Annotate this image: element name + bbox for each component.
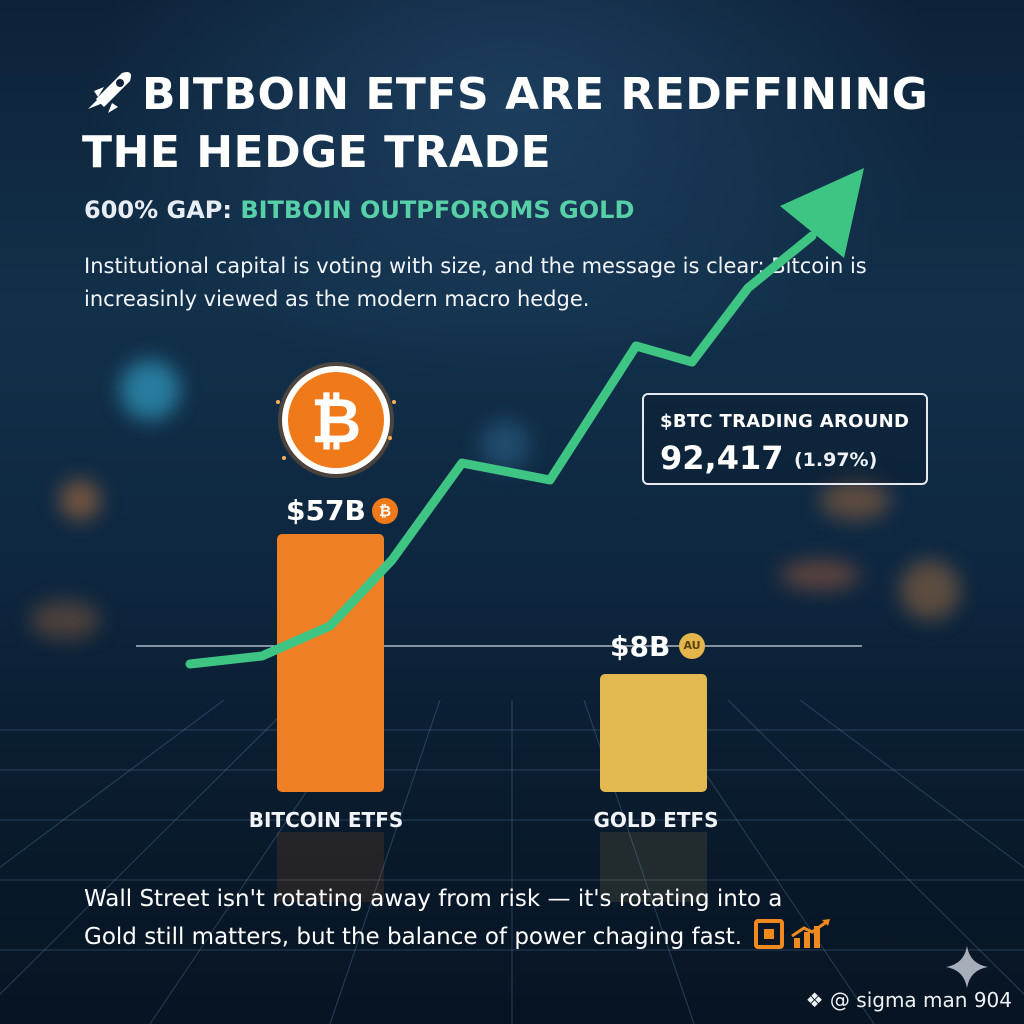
watermark-text: @ sigma man 904 <box>829 988 1012 1012</box>
grid-floor <box>0 700 1024 1024</box>
watermark: ❖ @ sigma man 904 <box>806 988 1012 1012</box>
diamond-logo-icon: ❖ <box>805 988 830 1012</box>
gold-badge-icon: AU <box>679 633 705 659</box>
trend-line <box>185 231 817 669</box>
chart-up-icon <box>754 919 831 949</box>
bar-reflection <box>277 832 384 902</box>
subtitle-prefix: 600% GAP: <box>84 196 241 224</box>
subtitle: 600% GAP: BITBOIN OUTPFOROMS GOLD <box>84 196 634 224</box>
background-light <box>900 560 960 620</box>
price-box-label: $BTC TRADING AROUND <box>660 411 910 432</box>
svg-text:₿: ₿ <box>311 384 362 457</box>
background-light <box>30 600 100 640</box>
background-light <box>60 480 100 520</box>
title-text: BITBOIN ETFS ARE REDFFINING THE HEDGE TR… <box>82 69 929 178</box>
background-light <box>820 480 890 520</box>
subtitle-accent: BITBOIN OUTPFOROMS GOLD <box>240 196 635 224</box>
bar-reflection <box>600 832 707 902</box>
category-label-bitcoin-etfs: BITCOIN ETFS <box>248 808 404 832</box>
bitcoin-badge-icon: ₿ <box>372 498 398 524</box>
page-title: BITBOIN ETFS ARE REDFFINING THE HEDGE TR… <box>82 66 962 182</box>
btc-price-value: 92,417 <box>660 439 784 477</box>
footer-line-2-text: Gold still matters, but the balance of p… <box>84 924 743 950</box>
intro-paragraph: Institutional capital is voting with siz… <box>84 254 867 311</box>
bar-value-label-bitcoin: $57B <box>286 494 366 527</box>
bar-value-label-gold: $8B <box>610 630 671 663</box>
category-label-gold-etfs: GOLD ETFS <box>593 808 719 832</box>
footer-line-1: Wall Street isn't rotating away from ris… <box>84 886 783 912</box>
footer-line-2: Gold still matters, but the balance of p… <box>84 918 944 956</box>
background-light <box>780 560 860 590</box>
trend-arrow-head <box>780 168 864 258</box>
bar-gold-etfs <box>600 674 707 792</box>
btc-price-box: $BTC TRADING AROUND 92,417 (1.97%) <box>642 393 928 485</box>
bitcoin-coin-icon: ₿ <box>276 362 396 478</box>
footer-text: Wall Street isn't rotating away from ris… <box>84 880 944 956</box>
btc-price-change: (1.97%) <box>794 449 878 471</box>
sparkle-icon <box>946 946 988 988</box>
background-light <box>480 420 530 470</box>
rocket-icon <box>88 72 131 113</box>
background-light <box>120 360 180 420</box>
bar-bitcoin-etfs <box>277 534 384 792</box>
